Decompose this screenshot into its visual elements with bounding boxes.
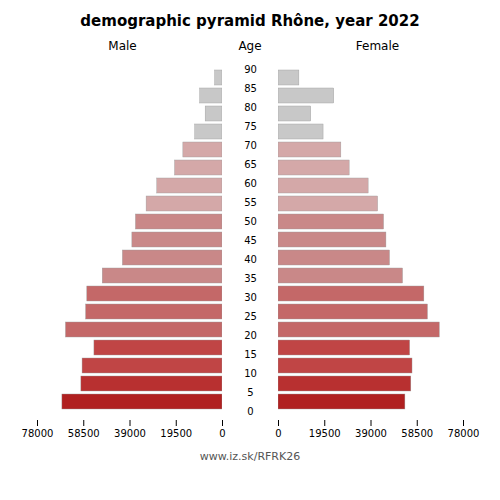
svg-text:39000: 39000	[114, 428, 146, 439]
svg-text:65: 65	[244, 159, 257, 170]
svg-text:58500: 58500	[401, 428, 433, 439]
svg-text:10: 10	[244, 368, 257, 379]
html-text:demographic pyramid Rhône, yea: demographic pyramid Rhône, year 2022	[80, 12, 420, 30]
svg-text:58500: 58500	[68, 428, 100, 439]
html-text:www.iz.sk/RFRK26: www.iz.sk/RFRK26	[199, 450, 301, 463]
svg-text:85: 85	[244, 83, 257, 94]
svg-text:70: 70	[244, 140, 257, 151]
svg-text:30: 30	[244, 292, 257, 303]
svg-text:60: 60	[244, 178, 257, 189]
svg-text:25: 25	[244, 311, 257, 322]
svg-text:35: 35	[244, 273, 257, 284]
svg-text:45: 45	[244, 235, 257, 246]
svg-text:90: 90	[244, 64, 257, 75]
svg-text:75: 75	[244, 121, 257, 132]
html-text:Age: Age	[238, 39, 262, 53]
svg-text:15: 15	[244, 349, 257, 360]
svg-text:20: 20	[244, 330, 257, 341]
html-text:Male: Male	[108, 39, 137, 53]
svg-text:19500: 19500	[309, 428, 341, 439]
svg-text:50: 50	[244, 216, 257, 227]
svg-text:40: 40	[244, 254, 257, 265]
html-text:Female: Female	[355, 39, 400, 53]
svg-text:80: 80	[244, 102, 257, 113]
svg-text:0: 0	[275, 428, 281, 439]
svg-text:5: 5	[247, 387, 253, 398]
svg-text:55: 55	[244, 197, 257, 208]
svg-text:78000: 78000	[448, 428, 480, 439]
svg-text:78000: 78000	[22, 428, 54, 439]
svg-text:19500: 19500	[160, 428, 192, 439]
svg-text:0: 0	[247, 406, 253, 417]
svg-text:0: 0	[219, 428, 225, 439]
svg-text:39000: 39000	[355, 428, 387, 439]
